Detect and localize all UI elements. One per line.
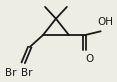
Text: OH: OH — [97, 17, 113, 27]
Text: Br: Br — [5, 68, 16, 78]
Text: Br: Br — [21, 68, 33, 78]
Text: O: O — [85, 54, 94, 64]
